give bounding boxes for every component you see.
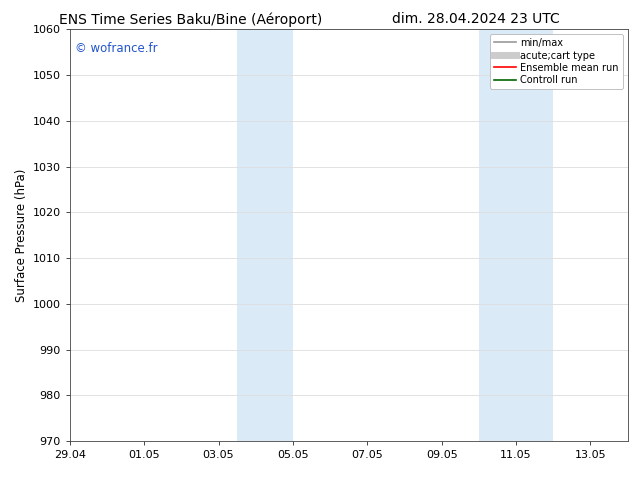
Bar (479, 29, 553, 441)
Text: dim. 28.04.2024 23 UTC: dim. 28.04.2024 23 UTC (392, 12, 559, 26)
Y-axis label: Surface Pressure (hPa): Surface Pressure (hPa) (15, 169, 29, 302)
Bar (237, 29, 293, 441)
Legend: min/max, acute;cart type, Ensemble mean run, Controll run: min/max, acute;cart type, Ensemble mean … (490, 34, 623, 89)
Text: ENS Time Series Baku/Bine (Aéroport): ENS Time Series Baku/Bine (Aéroport) (58, 12, 322, 27)
Text: © wofrance.fr: © wofrance.fr (75, 42, 158, 55)
